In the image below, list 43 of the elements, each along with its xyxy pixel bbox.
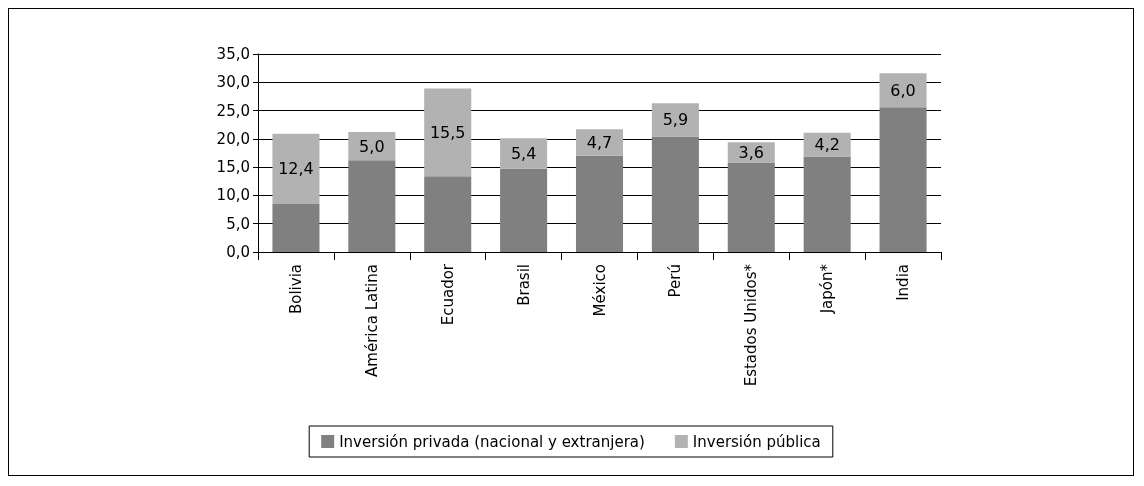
x-tick-label: Ecuador bbox=[438, 263, 457, 326]
bar bbox=[879, 73, 927, 108]
x-tick-label: Brasil bbox=[514, 264, 533, 306]
y-tick-label: 5,0 bbox=[226, 214, 250, 233]
data-label: 3,6 bbox=[738, 142, 764, 162]
bar bbox=[348, 160, 396, 252]
bar bbox=[575, 129, 624, 156]
x-tick-label: Estados Unidos* bbox=[742, 263, 761, 387]
x-tick-label: Japón* bbox=[818, 263, 837, 315]
data-label: 4,2 bbox=[814, 135, 840, 155]
bar bbox=[803, 156, 851, 252]
bar bbox=[272, 133, 320, 204]
bar bbox=[500, 168, 548, 252]
bar bbox=[272, 203, 320, 252]
y-tick-label: 10,0 bbox=[216, 186, 250, 205]
x-tick-label: Perú bbox=[666, 264, 685, 298]
data-label: 6,0 bbox=[890, 80, 916, 100]
x-tick-label: India bbox=[894, 264, 913, 301]
data-label: 12,4 bbox=[278, 159, 314, 179]
y-tick-label: 30,0 bbox=[216, 73, 250, 92]
y-tick-label: 35,0 bbox=[216, 45, 250, 63]
legend-label: Inversión privada (nacional y extranjera) bbox=[339, 432, 645, 451]
bar bbox=[651, 103, 699, 137]
bar bbox=[424, 176, 472, 252]
data-label: 5,9 bbox=[662, 110, 689, 130]
data-label: 15,5 bbox=[429, 122, 466, 142]
x-tick-label: América Latina bbox=[362, 264, 381, 377]
x-tick-label: Bolivia bbox=[286, 264, 305, 315]
bar bbox=[575, 155, 624, 252]
bar bbox=[879, 107, 927, 252]
legend-label: Inversión pública bbox=[692, 432, 821, 451]
bar bbox=[500, 138, 548, 169]
y-tick-label: 20,0 bbox=[216, 129, 250, 148]
bar bbox=[651, 136, 699, 252]
data-label: 4,7 bbox=[586, 133, 613, 153]
x-tick-label: México bbox=[590, 264, 609, 317]
y-tick-label: 0,0 bbox=[226, 243, 250, 261]
bar bbox=[727, 162, 775, 252]
y-tick-label: 15,0 bbox=[216, 158, 250, 177]
y-tick-label: 25,0 bbox=[216, 101, 250, 120]
data-label: 5,4 bbox=[510, 144, 537, 164]
data-label: 5,0 bbox=[359, 136, 385, 156]
bar bbox=[424, 88, 472, 177]
